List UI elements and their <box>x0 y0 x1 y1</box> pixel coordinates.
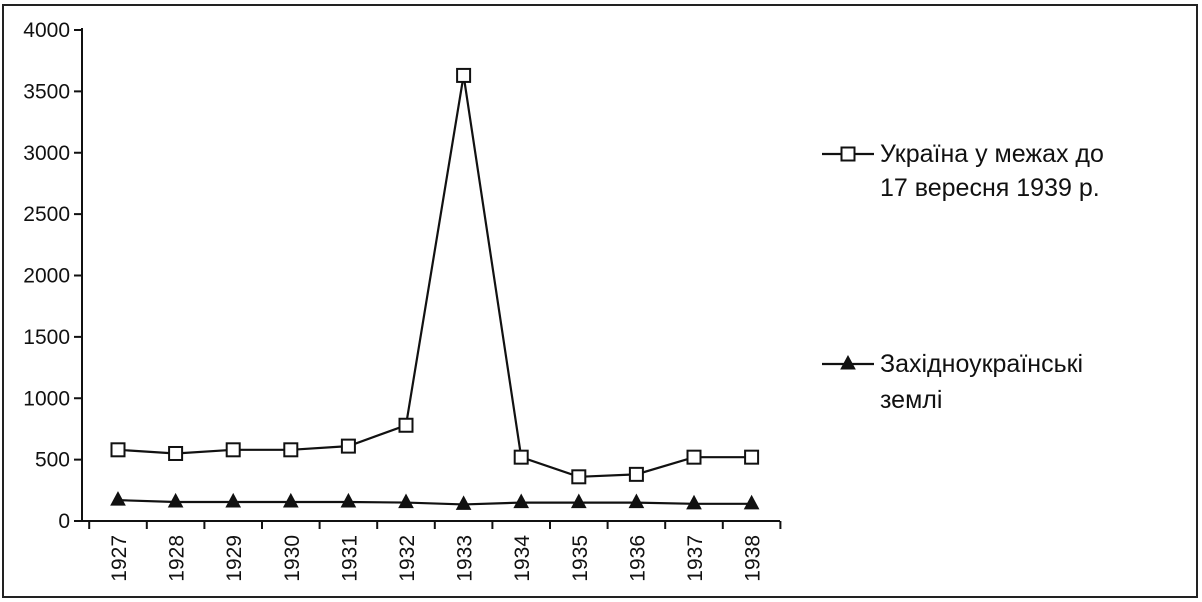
chart-frame <box>2 4 1198 598</box>
legend-label-line-1: Західноукраїнські <box>880 350 1083 378</box>
data-point-square <box>283 442 299 458</box>
data-point-triangle <box>686 494 702 510</box>
data-point-square <box>513 449 529 465</box>
data-point-square <box>398 417 414 433</box>
data-point-triangle <box>167 492 184 508</box>
x-tick-label: 1937 <box>684 535 707 582</box>
data-point-square <box>110 442 126 458</box>
data-point-square <box>456 67 472 83</box>
data-point-triangle <box>110 491 126 506</box>
x-tick-label: 1936 <box>626 535 649 582</box>
legend-entry-2: Західноукраїнські землі <box>822 350 1083 414</box>
legend-label-line-1: Україна у межах до <box>880 140 1104 168</box>
data-point-triangle <box>743 494 760 510</box>
x-tick-label: 1930 <box>281 535 304 582</box>
series-line <box>117 75 752 478</box>
data-point-square <box>571 469 587 485</box>
data-point-triangle <box>282 492 299 508</box>
x-axis-ticks: 1927 1928 1929 1930 1931 1932 1933 1934 1935 1936… <box>88 521 782 582</box>
x-tick-label: 1933 <box>454 535 477 582</box>
data-point-triangle <box>398 493 414 509</box>
x-tick-label: 1932 <box>396 535 419 582</box>
y-tick-label: 500 <box>35 449 70 472</box>
data-point-square <box>744 449 760 465</box>
data-point-triangle <box>340 492 357 508</box>
legend-entry-1: Україна у межах до 17 вересня 1939 р. <box>822 140 1104 202</box>
data-point-triangle <box>513 493 530 509</box>
y-tick-label: 1500 <box>23 326 70 349</box>
x-tick-label: 1934 <box>511 535 534 582</box>
legend: Україна у межах до 17 вересня 1939 р. Захі… <box>822 140 1104 414</box>
series-2 <box>110 491 760 510</box>
x-tick-label: 1938 <box>742 535 765 582</box>
y-axis-ticks: 0 500 1000 1500 2000 2500 3000 3500 4000 <box>23 19 82 533</box>
y-tick-label: 2000 <box>23 265 70 288</box>
x-tick-label: 1929 <box>223 535 246 582</box>
data-point-square <box>840 146 856 162</box>
data-point-square <box>628 466 644 482</box>
y-tick-label: 1000 <box>23 387 70 410</box>
data-point-triangle <box>225 492 242 508</box>
y-tick-label: 0 <box>58 510 70 533</box>
data-point-triangle <box>570 493 587 509</box>
series-layer <box>110 67 760 510</box>
y-tick-label: 3000 <box>23 142 70 165</box>
data-point-square <box>225 442 241 458</box>
y-tick-label: 4000 <box>23 19 70 42</box>
data-point-square <box>340 438 356 454</box>
data-point-triangle <box>840 354 856 370</box>
data-point-square <box>168 445 184 461</box>
y-tick-label: 3500 <box>23 80 70 103</box>
series-1 <box>110 67 760 485</box>
x-tick-label: 1931 <box>338 535 361 582</box>
legend-label-line-2: землі <box>880 386 942 414</box>
x-tick-label: 1927 <box>108 535 131 582</box>
series-line <box>117 499 752 506</box>
data-point-square <box>686 449 702 465</box>
x-tick-label: 1935 <box>569 535 592 582</box>
y-tick-label: 2500 <box>23 203 70 226</box>
data-point-triangle <box>455 495 472 510</box>
x-tick-label: 1928 <box>166 535 189 582</box>
legend-label-line-2: 17 вересня 1939 р. <box>880 174 1100 202</box>
data-point-triangle <box>628 493 645 509</box>
